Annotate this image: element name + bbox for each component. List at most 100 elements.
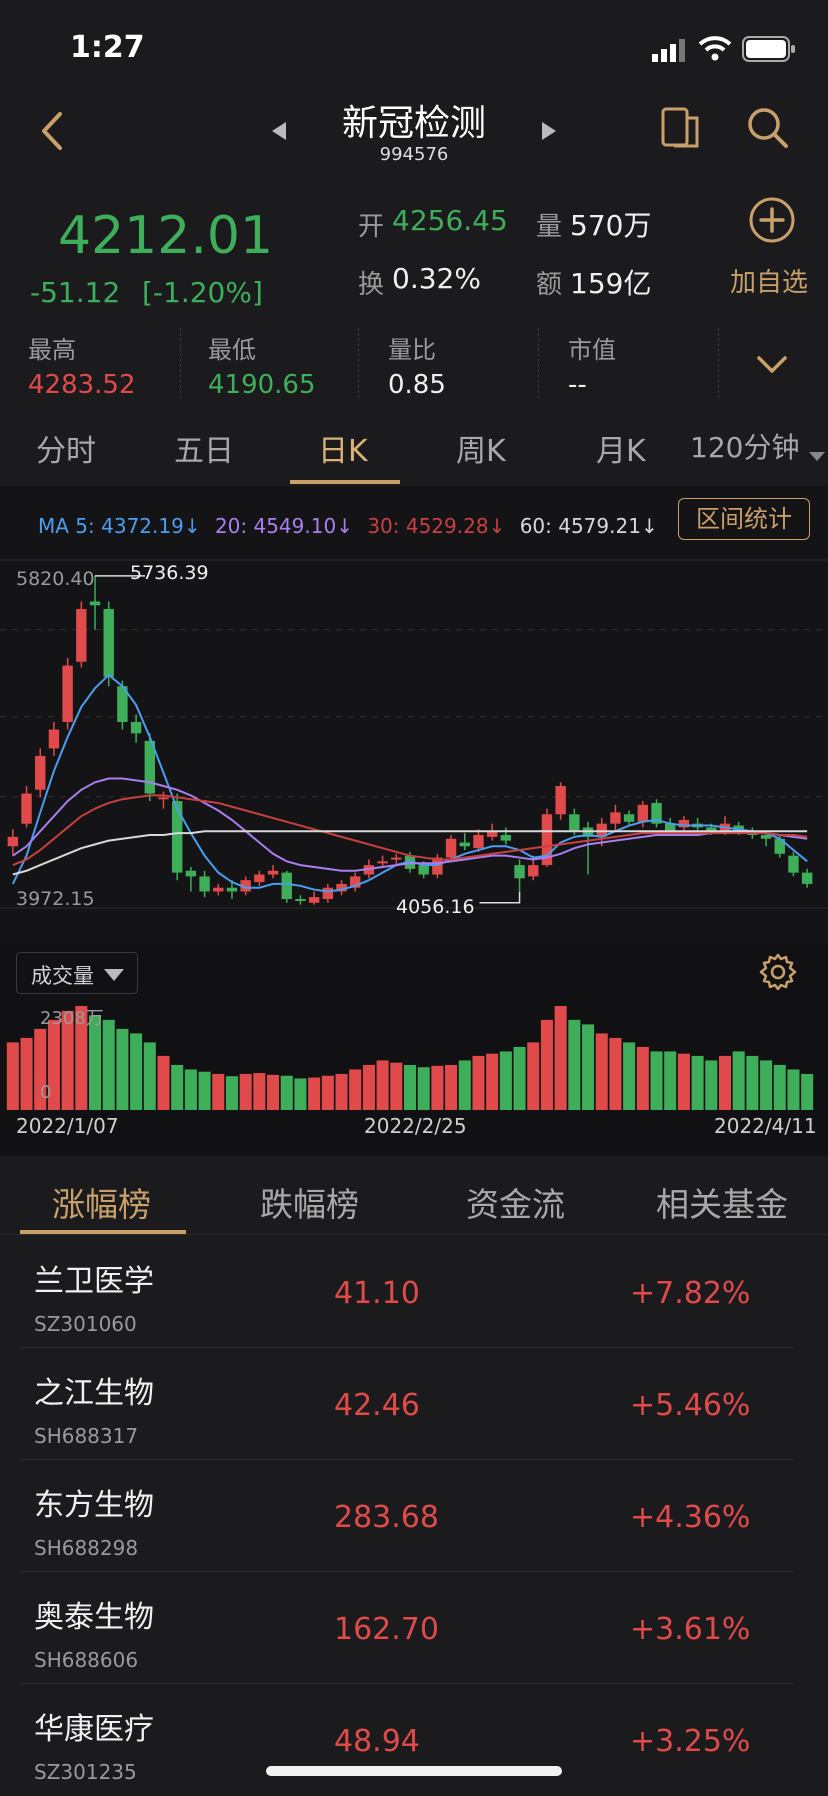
- next-stock-icon[interactable]: [540, 120, 558, 146]
- list-item[interactable]: 华康医疗 SZ301235 48.94 +3.25%: [0, 1684, 828, 1796]
- tab-gainers[interactable]: 涨幅榜: [52, 1185, 151, 1224]
- price-change: -51.12: [30, 276, 121, 309]
- low-marker-label: 4056.16: [396, 896, 475, 918]
- ma30-line: [12, 794, 808, 867]
- volume-bar: [746, 1055, 759, 1110]
- page-title: 新冠检测: [341, 103, 486, 144]
- candle-body: [486, 831, 498, 837]
- range-stats-button[interactable]: 区间统计: [678, 498, 810, 540]
- switch-screen-icon[interactable]: [660, 106, 700, 154]
- turnover-label: 换: [358, 270, 385, 300]
- tab-120min[interactable]: 120分钟: [690, 431, 800, 464]
- stock-code: SZ301060: [34, 1312, 137, 1336]
- back-icon[interactable]: [36, 110, 66, 156]
- tab-monthly-k[interactable]: 月K: [596, 434, 646, 469]
- settings-gear-icon[interactable]: [758, 952, 798, 996]
- date-start: 2022/1/07: [16, 1114, 119, 1138]
- stat-label: 市值: [568, 336, 616, 364]
- ma20-label: 20: 4549.10↓: [214, 514, 353, 538]
- add-watchlist-button[interactable]: 加自选: [726, 190, 826, 320]
- tab-related-funds[interactable]: 相关基金: [656, 1185, 788, 1224]
- candle-body: [171, 801, 183, 873]
- candle-body: [322, 887, 334, 899]
- prev-stock-icon[interactable]: [270, 120, 288, 146]
- candle-body: [103, 609, 114, 677]
- candle-body: [418, 865, 429, 875]
- volume-bar: [595, 1033, 608, 1110]
- candle-body: [267, 870, 279, 875]
- stock-name: 兰卫医学: [34, 1264, 154, 1299]
- tab-five-day[interactable]: 五日: [174, 434, 234, 469]
- volume-bar: [212, 1073, 225, 1110]
- candle-body: [295, 898, 306, 901]
- volume-bar: [390, 1062, 403, 1110]
- turnover-value: 0.32%: [392, 262, 481, 295]
- expand-chevron-icon[interactable]: [756, 354, 788, 380]
- stat-value: 4190.65: [208, 370, 316, 400]
- tab-intraday[interactable]: 分时: [36, 434, 96, 469]
- ma30-label: 30: 4529.28↓: [367, 514, 506, 538]
- candle-body: [623, 814, 635, 822]
- volume-bar: [677, 1053, 690, 1110]
- stock-price: 42.46: [334, 1388, 420, 1423]
- stock-name: 东方生物: [34, 1488, 154, 1523]
- volume-bar: [513, 1046, 526, 1110]
- candle-body: [514, 865, 525, 879]
- volume-bar: [582, 1024, 595, 1110]
- candle-body: [240, 880, 251, 892]
- open-value: 4256.45: [392, 204, 508, 237]
- volume-bar: [253, 1073, 266, 1110]
- volume-bar: [335, 1073, 348, 1110]
- kline-chart-panel[interactable]: MA 5: 4372.19↓ 20: 4549.10↓ 30: 4529.28↓…: [0, 486, 828, 986]
- candle-body: [610, 812, 621, 824]
- tab-daily-k[interactable]: 日K: [318, 434, 368, 469]
- candle-body: [144, 740, 156, 794]
- stock-change-pct: +7.82%: [630, 1276, 751, 1311]
- stock-name: 奥泰生物: [34, 1600, 154, 1635]
- candle-body: [760, 834, 772, 839]
- volume-bar: [198, 1071, 211, 1110]
- list-item[interactable]: 之江生物 SH688317 42.46 +5.46%: [0, 1348, 828, 1460]
- wifi-icon: [698, 34, 732, 66]
- stock-code: 994576: [379, 144, 449, 165]
- volume-bar: [102, 1019, 115, 1110]
- list-item[interactable]: 兰卫医学 SZ301060 41.10 +7.82%: [0, 1236, 828, 1348]
- candle-body: [445, 838, 457, 858]
- volume-selector[interactable]: 成交量: [16, 952, 138, 994]
- volume-bar: [718, 1055, 732, 1110]
- axis-top-label: 5820.40: [16, 568, 95, 590]
- volume-bar: [75, 1006, 88, 1110]
- volume-selector-label: 成交量: [31, 964, 94, 988]
- candle-body: [158, 797, 169, 800]
- volume-bar: [308, 1077, 321, 1110]
- search-icon[interactable]: [746, 106, 790, 154]
- home-indicator: [266, 1766, 562, 1776]
- stock-price: 48.94: [334, 1724, 420, 1759]
- period-dropdown-icon[interactable]: [808, 448, 826, 467]
- candle-body: [76, 609, 87, 662]
- tab-capital-flow[interactable]: 资金流: [466, 1185, 565, 1224]
- amount-value: 159亿: [570, 267, 652, 300]
- volume-bar: [171, 1064, 184, 1110]
- candle-body: [130, 722, 142, 734]
- volume-bar: [157, 1055, 170, 1110]
- tab-losers[interactable]: 跌幅榜: [260, 1185, 359, 1224]
- candle-body: [7, 836, 19, 847]
- candle-body: [185, 870, 197, 877]
- tab-weekly-k[interactable]: 周K: [456, 434, 506, 469]
- candle-body: [336, 883, 347, 892]
- volume-bar: [801, 1073, 814, 1110]
- nav-header: 新冠检测 994576: [0, 90, 828, 190]
- list-item[interactable]: 东方生物 SH688298 283.68 +4.36%: [0, 1460, 828, 1572]
- volume-bar: [691, 1055, 704, 1110]
- stock-change-pct: +4.36%: [630, 1500, 751, 1535]
- candle-body: [391, 857, 402, 860]
- candle-body: [213, 887, 224, 892]
- candle-body: [459, 842, 470, 847]
- battery-icon: [742, 36, 796, 66]
- volume-bar: [705, 1060, 718, 1110]
- stock-name: 华康医疗: [34, 1712, 154, 1747]
- add-circle-icon: [748, 196, 796, 248]
- list-item[interactable]: 奥泰生物 SH688606 162.70 +3.61%: [0, 1572, 828, 1684]
- candle-body: [35, 755, 46, 790]
